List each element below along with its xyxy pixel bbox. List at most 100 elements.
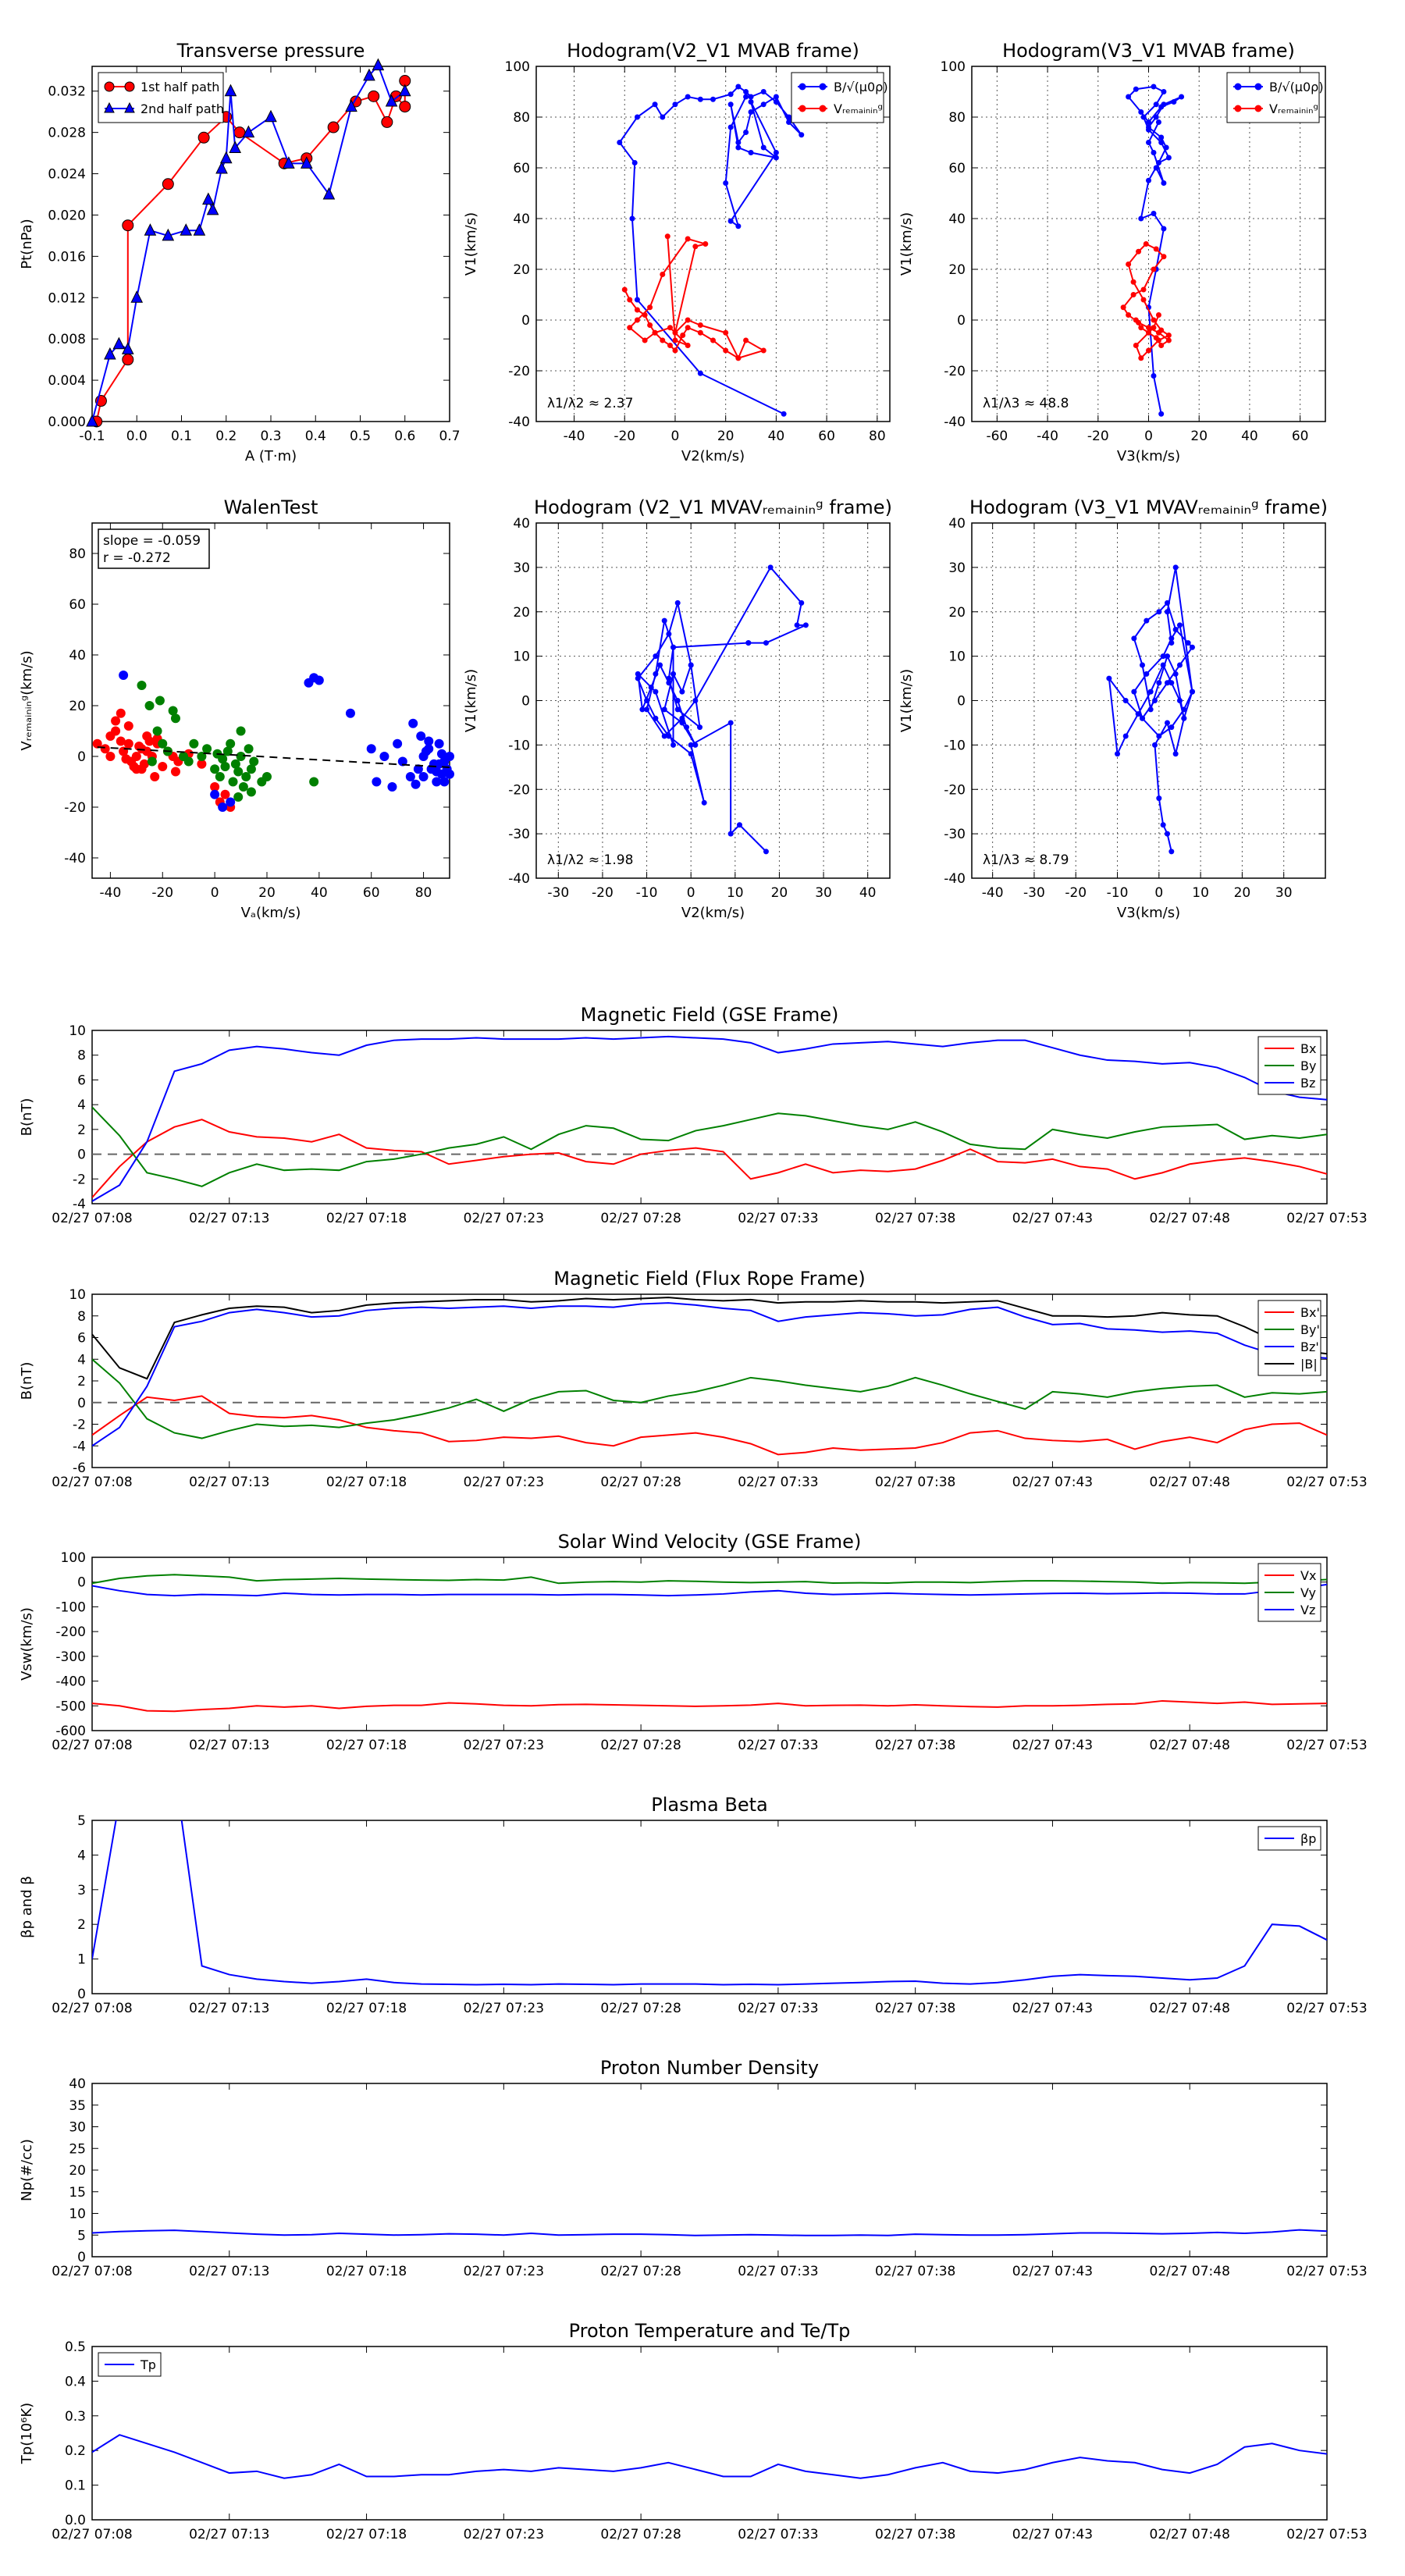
data-point [819, 105, 827, 112]
data-point [670, 671, 677, 677]
x-tick-label: 02/27 07:43 [1012, 2264, 1093, 2279]
data-point [802, 622, 809, 628]
data-point [1172, 564, 1179, 571]
data-point [1168, 635, 1175, 642]
data-point [685, 343, 691, 348]
data-point [222, 746, 233, 756]
y-tick-label: 5 [77, 2228, 86, 2243]
eigen-ratio-annotation: λ1/λ3 ≈ 48.8 [983, 396, 1069, 411]
y-tick-label: 5 [77, 1813, 86, 1829]
data-point [345, 708, 355, 718]
data-point [230, 759, 240, 769]
data-point [398, 84, 411, 97]
data-point [228, 777, 238, 787]
data-point [781, 411, 787, 417]
data-point [1158, 343, 1165, 348]
data-point [652, 101, 658, 108]
data-point [147, 756, 157, 767]
data-point [1146, 124, 1151, 130]
data-point [723, 180, 729, 186]
y-tick-label: 3 [77, 1883, 86, 1898]
eigen-ratio-annotation: λ1/λ2 ≈ 1.98 [547, 852, 633, 868]
data-point [104, 101, 115, 113]
data-point [244, 744, 254, 754]
y-axis-label: V1(km/s) [898, 669, 915, 732]
x-tick-label: 40 [1241, 429, 1258, 444]
y-tick-label: 8 [77, 1048, 86, 1064]
data-point [727, 831, 734, 837]
data-point [1147, 706, 1154, 713]
y-tick-label: 0.016 [48, 249, 86, 265]
legend-label: Bz [1300, 1076, 1315, 1091]
data-point [692, 244, 699, 250]
y-tick-label: -2 [73, 1172, 86, 1187]
y-tick-label: 10 [948, 649, 966, 665]
data-point [104, 81, 115, 92]
y-axis-label: βp and β [19, 1876, 35, 1938]
y-tick-label: 0.4 [65, 2374, 86, 2389]
data-point [210, 764, 220, 774]
y-tick-label: 0.024 [48, 167, 86, 183]
x-tick-label: 20 [1190, 429, 1208, 444]
y-tick-label: 10 [69, 2207, 86, 2222]
y-tick-label: 0.020 [48, 208, 86, 223]
data-point [1176, 662, 1183, 668]
data-point [158, 738, 168, 749]
data-point [702, 241, 709, 247]
y-tick-label: -4 [73, 1439, 86, 1454]
data-point [1164, 680, 1170, 686]
data-point [697, 370, 703, 376]
data-point [1254, 83, 1262, 91]
x-tick-label: 02/27 07:48 [1150, 1475, 1230, 1490]
data-point [773, 99, 779, 105]
data-point [666, 680, 672, 686]
data-point [794, 622, 800, 628]
x-tick-label: 20 [1234, 885, 1251, 901]
data-point [1234, 83, 1242, 91]
x-tick-label: -20 [614, 429, 635, 444]
y-tick-label: 20 [69, 2163, 86, 2179]
legend-label: By' [1300, 1322, 1320, 1337]
y-tick-label: 40 [69, 648, 86, 664]
y-tick-label: 80 [69, 546, 86, 562]
y-tick-label: 60 [69, 597, 86, 613]
chart-tp: -0.1 0.0 0.1 0.2 0.3 0.4 0.5 0.6 0.7 0.000 0.004 0.… [19, 40, 461, 464]
x-tick-label: -20 [592, 885, 614, 901]
legend-label: Vᵣₑₘₐᵢₙᵢₙᵍ [1269, 101, 1318, 116]
data-point [1151, 698, 1158, 703]
data-point [1146, 325, 1151, 331]
data-point [387, 782, 397, 792]
data-point [202, 744, 212, 754]
data-point [1140, 114, 1147, 120]
data-point [674, 706, 681, 713]
data-point [1144, 671, 1150, 677]
y-tick-label: 40 [69, 2076, 86, 2092]
data-point [1165, 337, 1172, 343]
data-point [236, 752, 246, 761]
chart-title: Magnetic Field (GSE Frame) [581, 1004, 839, 1026]
y-tick-label: 0.008 [48, 332, 86, 347]
data-point [760, 347, 767, 354]
data-point [144, 701, 155, 710]
y-axis-label: Vᵣₑₘₐᵢₙᵢₙᵍ(km/s) [19, 650, 35, 750]
data-point [685, 94, 691, 100]
data-point [735, 223, 742, 229]
x-tick-label: 02/27 07:53 [1286, 1211, 1367, 1226]
data-point [249, 756, 259, 767]
legend-label: Tp [140, 2357, 156, 2372]
x-tick-label: 60 [1292, 429, 1309, 444]
series-line [92, 2229, 1327, 2236]
data-point [1168, 724, 1175, 731]
data-point [122, 219, 134, 232]
y-tick-label: 2 [77, 1917, 86, 1933]
data-point [219, 151, 233, 164]
data-point [1172, 751, 1179, 757]
data-point [674, 698, 681, 703]
chart-bfr: 02/27 07:08 02/27 07:13 02/27 07:18 02/27 0… [19, 1268, 1368, 1490]
data-point [670, 644, 677, 650]
data-point [1161, 101, 1167, 108]
data-point [241, 772, 251, 781]
chart-title: Magnetic Field (Flux Rope Frame) [553, 1268, 865, 1290]
data-point [1146, 119, 1151, 125]
y-tick-label: -20 [944, 364, 966, 379]
